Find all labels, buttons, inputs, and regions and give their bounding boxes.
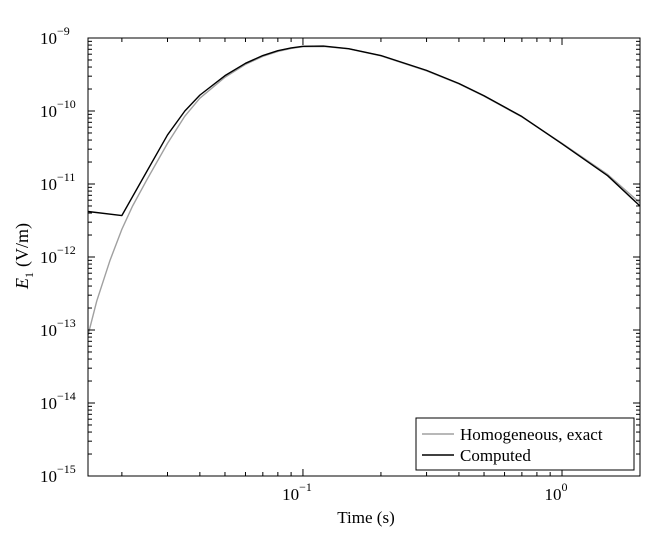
x-axis-label: Time (s) xyxy=(337,508,394,527)
x-tick-label: 10−1 xyxy=(282,480,312,504)
y-axis-label-sub: 1 xyxy=(22,272,36,278)
y-tick-label: 10−12 xyxy=(40,243,76,267)
series-line-1 xyxy=(87,45,641,217)
plot-area xyxy=(88,38,640,476)
x-tick-label: 100 xyxy=(545,480,568,504)
y-tick-label: 10−11 xyxy=(40,170,75,194)
labels-layer: Time (s) E1 (V/m) xyxy=(12,223,395,527)
legend-label-0: Homogeneous, exact xyxy=(460,425,603,444)
y-tick-label: 10−13 xyxy=(40,316,76,340)
legend-label-1: Computed xyxy=(460,446,531,465)
y-axis-label: E1 (V/m) xyxy=(12,223,36,290)
series-layer xyxy=(87,45,641,336)
y-tick-label: 10−15 xyxy=(40,462,76,486)
plot-background xyxy=(88,38,640,476)
y-axis-label-main: E xyxy=(12,278,32,290)
y-tick-label: 10−14 xyxy=(40,389,76,413)
y-tick-label: 10−9 xyxy=(40,24,70,48)
y-tick-label: 10−10 xyxy=(40,97,76,121)
legend: Homogeneous, exact Computed xyxy=(415,417,635,471)
y-axis-label-unit: (V/m) xyxy=(12,223,33,267)
ticks-layer: 10−1 100 10−9 10−10 10−11 10−12 10−13 10−14 10−1… xyxy=(40,24,641,504)
legend-box xyxy=(415,417,635,471)
